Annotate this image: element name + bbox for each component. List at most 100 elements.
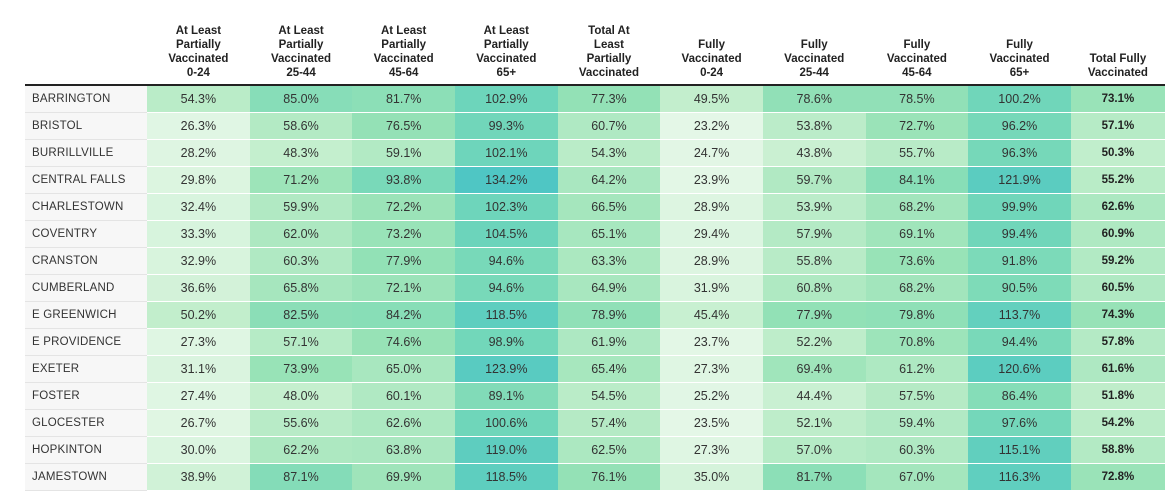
percent-cell: 96.2% (968, 113, 1071, 140)
percent-cell: 55.8% (762, 248, 866, 275)
percent-cell: 44.4% (762, 383, 866, 410)
total-fully-vaccinated-cell: 62.6% (1070, 194, 1165, 221)
table-row: E GREENWICH 50.2% 82.5% 84.2% 118.5% 78.9% 45.… (25, 302, 1165, 329)
percent-cell: 27.4% (147, 383, 250, 410)
percent-cell: 62.2% (249, 437, 353, 464)
percent-cell: 57.4% (557, 410, 661, 437)
total-fully-vaccinated-cell: 57.8% (1070, 329, 1165, 356)
column-header-line: Vaccinated (886, 53, 947, 65)
table-row: CUMBERLAND 36.6% 65.8% 72.1% 94.6% 64.9% 31.9%… (25, 275, 1165, 302)
column-header-line: Partially (483, 39, 529, 51)
percent-cell: 38.9% (147, 464, 250, 491)
percent-cell: 68.2% (865, 194, 969, 221)
percent-cell: 69.4% (762, 356, 866, 383)
column-header-line: Vaccinated (168, 53, 229, 65)
percent-cell: 116.3% (968, 464, 1071, 491)
percent-cell: 66.5% (557, 194, 661, 221)
percent-cell: 81.7% (352, 86, 455, 113)
town-name: E GREENWICH (25, 302, 148, 329)
total-fully-vaccinated-cell: 73.1% (1070, 86, 1165, 113)
table-row: COVENTRY 33.3% 62.0% 73.2% 104.5% 65.1% 29.4% 5… (25, 221, 1165, 248)
percent-cell: 90.5% (968, 275, 1071, 302)
column-header-line: Fully (698, 39, 725, 51)
percent-cell: 67.0% (865, 464, 969, 491)
percent-cell: 43.8% (762, 140, 866, 167)
column-header-line: At Least (483, 25, 529, 37)
percent-cell: 69.1% (865, 221, 969, 248)
column-header: At Least Partially Vaccinated 25-44 (249, 0, 353, 86)
percent-cell: 57.5% (865, 383, 969, 410)
town-name: HOPKINTON (25, 437, 148, 464)
percent-cell: 102.1% (454, 140, 558, 167)
town-name: EXETER (25, 356, 148, 383)
percent-cell: 55.7% (865, 140, 969, 167)
column-header-line: Least (593, 39, 624, 51)
column-header-line: Fully (903, 39, 931, 51)
percent-cell: 58.6% (249, 113, 353, 140)
percent-cell: 77.9% (762, 302, 866, 329)
percent-cell: 123.9% (454, 356, 558, 383)
percent-cell: 57.1% (249, 329, 353, 356)
column-header-line: At Least (380, 25, 427, 37)
percent-cell: 48.3% (249, 140, 353, 167)
percent-cell: 65.0% (352, 356, 455, 383)
column-header: Total Fully Vaccinated (1070, 0, 1165, 86)
percent-cell: 63.8% (352, 437, 455, 464)
percent-cell: 99.9% (968, 194, 1071, 221)
percent-cell: 60.1% (352, 383, 455, 410)
percent-cell: 60.8% (762, 275, 866, 302)
percent-cell: 118.5% (454, 302, 558, 329)
percent-cell: 81.7% (762, 464, 866, 491)
table-row: BARRINGTON 54.3% 85.0% 81.7% 102.9% 77.3% 49.5… (25, 86, 1165, 113)
percent-cell: 31.1% (147, 356, 250, 383)
total-fully-vaccinated-cell: 57.1% (1070, 113, 1165, 140)
column-header-line: Vaccinated (989, 53, 1050, 65)
percent-cell: 120.6% (968, 356, 1071, 383)
total-fully-vaccinated-cell: 60.9% (1070, 221, 1165, 248)
column-header-line: 25-44 (286, 67, 316, 79)
percent-cell: 87.1% (249, 464, 353, 491)
column-header: At Least Partially Vaccinated 0-24 (147, 0, 250, 86)
percent-cell: 60.3% (865, 437, 969, 464)
percent-cell: 68.2% (865, 275, 969, 302)
column-header-line: 45-64 (388, 67, 419, 79)
table-row: JAMESTOWN 38.9% 87.1% 69.9% 118.5% 76.1% 35.0%… (25, 464, 1165, 491)
total-fully-vaccinated-cell: 54.2% (1070, 410, 1165, 437)
percent-cell: 27.3% (660, 356, 763, 383)
percent-cell: 104.5% (454, 221, 558, 248)
column-header-line: At Least (278, 25, 324, 37)
percent-cell: 52.1% (762, 410, 866, 437)
percent-cell: 121.9% (968, 167, 1071, 194)
column-header-line: 65+ (496, 67, 517, 79)
column-header-line: Partially (586, 53, 632, 65)
percent-cell: 59.4% (865, 410, 969, 437)
percent-cell: 23.5% (660, 410, 763, 437)
column-header-line: Total Fully (1089, 53, 1147, 65)
percent-cell: 89.1% (454, 383, 558, 410)
table-row: GLOCESTER 26.7% 55.6% 62.6% 100.6% 57.4% 23.5%… (25, 410, 1165, 437)
percent-cell: 65.4% (557, 356, 661, 383)
column-header-line: Vaccinated (1087, 67, 1148, 79)
percent-cell: 63.3% (557, 248, 661, 275)
percent-cell: 57.0% (762, 437, 866, 464)
percent-cell: 72.7% (865, 113, 969, 140)
percent-cell: 78.5% (865, 86, 969, 113)
percent-cell: 94.4% (968, 329, 1071, 356)
table-row: BRISTOL 26.3% 58.6% 76.5% 99.3% 60.7% 23.2% 53.… (25, 113, 1165, 140)
percent-cell: 62.6% (352, 410, 455, 437)
total-fully-vaccinated-cell: 50.3% (1070, 140, 1165, 167)
town-name: JAMESTOWN (25, 464, 148, 491)
percent-cell: 25.2% (660, 383, 763, 410)
column-header-line: Partially (278, 39, 324, 51)
percent-cell: 77.9% (352, 248, 455, 275)
town-name: CHARLESTOWN (25, 194, 148, 221)
percent-cell: 73.2% (352, 221, 455, 248)
percent-cell: 93.8% (352, 167, 455, 194)
percent-cell: 76.5% (352, 113, 455, 140)
percent-cell: 24.7% (660, 140, 763, 167)
column-header-line: 0-24 (186, 67, 210, 79)
column-header-line: Total At (588, 25, 630, 37)
percent-cell: 71.2% (249, 167, 353, 194)
percent-cell: 73.6% (865, 248, 969, 275)
percent-cell: 31.9% (660, 275, 763, 302)
